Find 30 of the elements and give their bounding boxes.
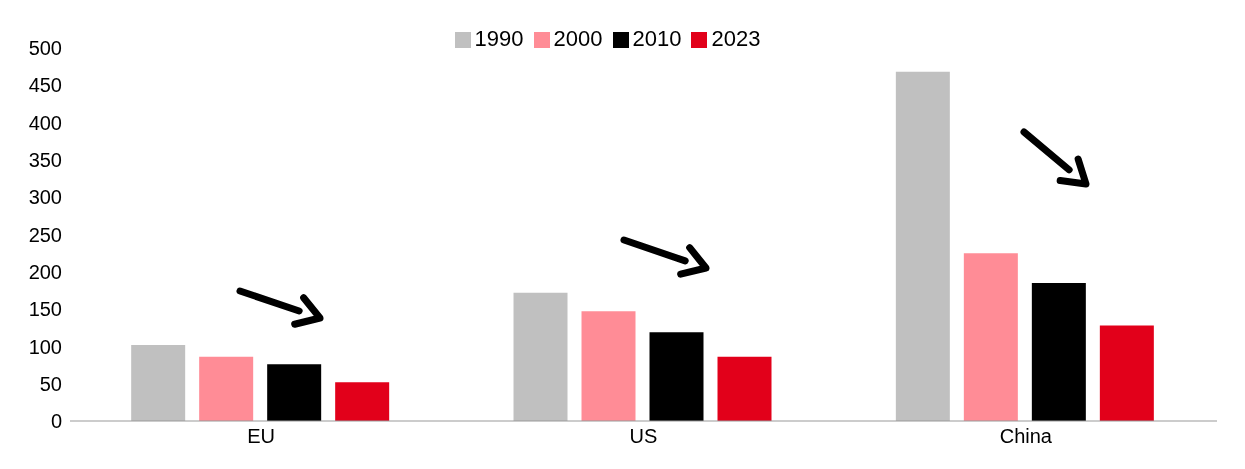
y-tick-label: 50	[39, 372, 62, 395]
bar	[963, 253, 1018, 421]
y-tick-label: 100	[28, 335, 62, 358]
legend-label: 1990	[474, 26, 524, 51]
y-tick-label: 300	[28, 186, 62, 209]
y-tick-label: 500	[28, 37, 62, 60]
bar	[717, 356, 772, 421]
y-tick-label: 150	[28, 298, 62, 321]
bar	[267, 364, 322, 421]
bar	[581, 311, 636, 421]
y-tick-label: 0	[50, 410, 62, 433]
bar	[131, 344, 186, 421]
y-tick-label: 400	[28, 111, 62, 134]
y-tick-label: 250	[28, 223, 62, 246]
x-tick-label: US	[629, 425, 658, 448]
bar	[649, 332, 704, 421]
legend-label: 2023	[711, 26, 761, 51]
x-tick-label: China	[999, 425, 1053, 448]
bar	[335, 382, 390, 421]
bar	[895, 71, 950, 421]
legend-label: 2000	[553, 26, 603, 51]
x-tick-label: EU	[247, 425, 276, 448]
bar	[199, 356, 254, 421]
y-tick-label: 350	[28, 149, 62, 171]
bar	[513, 292, 568, 421]
bar	[1031, 282, 1086, 421]
y-tick-label: 200	[28, 260, 62, 283]
y-tick-label: 450	[28, 74, 62, 97]
legend-label: 2010	[632, 26, 682, 51]
bar	[1099, 325, 1154, 421]
